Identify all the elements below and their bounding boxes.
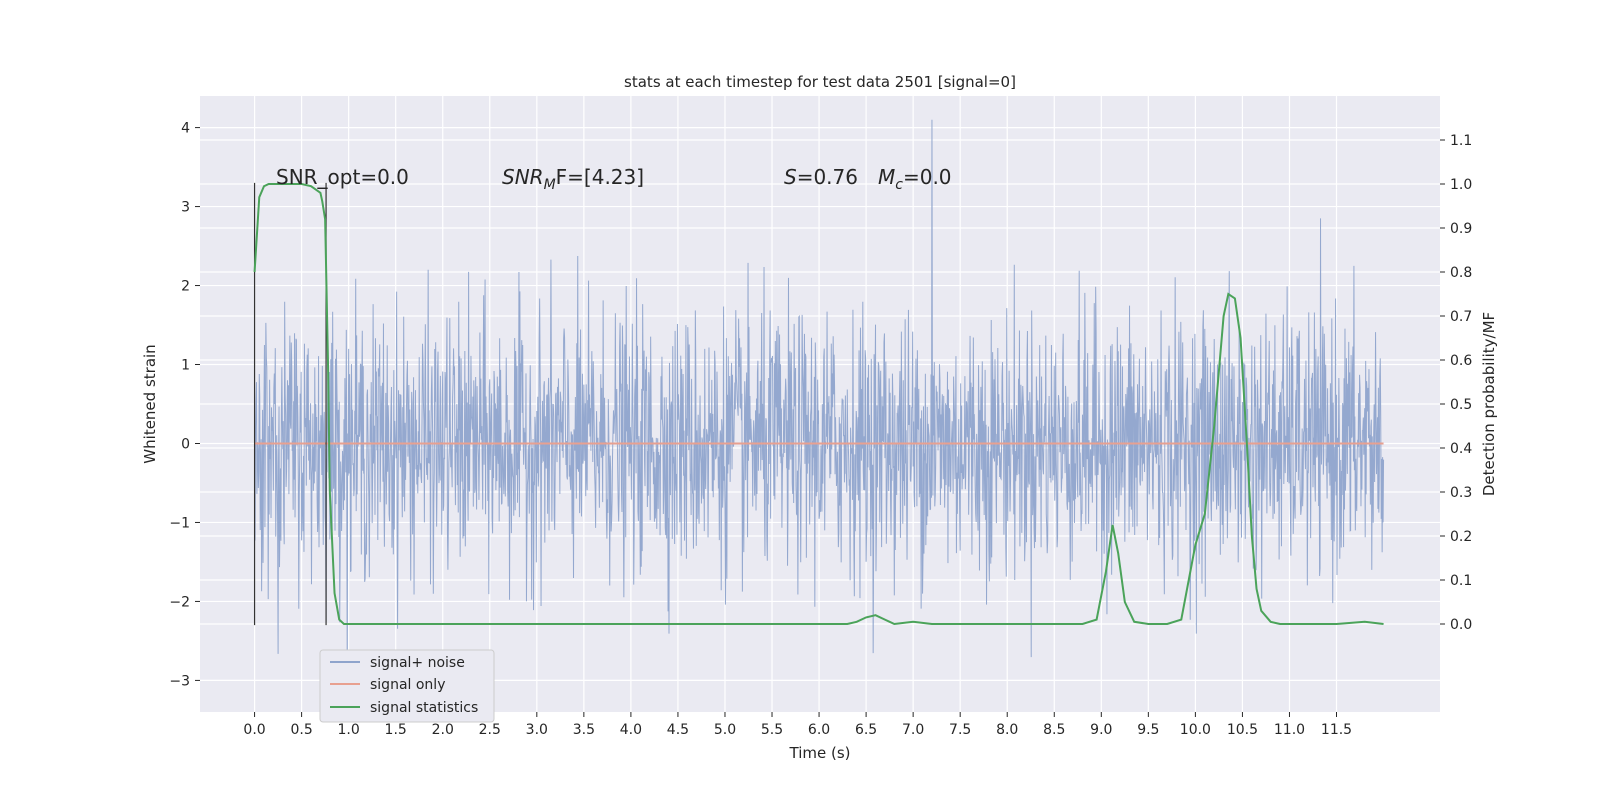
- x-tick-label-14: 7.0: [902, 722, 924, 738]
- annotation-mc-main: M: [878, 165, 895, 189]
- series-signal-statistics-line: [253, 183, 1384, 626]
- annotation-snr-mf-sub: M: [544, 177, 556, 193]
- y-axis-right: 0.0 0.1 0.2 0.3 0.4 0.5 0.6 0.7 0.8 0.9 1.0 1.1: [1440, 133, 1472, 633]
- y-right-tick-label-1: 0.1: [1450, 573, 1472, 589]
- y-right-tick-label-9: 0.9: [1450, 221, 1472, 237]
- y-tick-label-2: −1: [169, 515, 190, 531]
- x-tick-label-3: 1.5: [385, 722, 407, 738]
- x-tick-label-11: 5.5: [761, 722, 783, 738]
- y-right-tick-label-11: 1.1: [1450, 133, 1472, 149]
- y-tick-label-5: 2: [181, 279, 190, 295]
- x-tick-label-4: 2.0: [432, 722, 454, 738]
- y-right-tick-label-7: 0.7: [1450, 309, 1472, 325]
- x-tick-label-13: 6.5: [855, 722, 877, 738]
- x-axis: 0.0 0.5 1.0 1.5 2.0 2.5 3.0 3.5 4.0 4.5 5.0 5.5 6.0 6…: [243, 712, 1352, 738]
- y-axis-right-title: Detection probability/MF: [1480, 312, 1498, 496]
- y-axis-left: −3 −2 −1 0 1 2 3 4: [169, 121, 200, 689]
- x-tick-label-7: 3.5: [573, 722, 595, 738]
- annotation-s: S=0.76: [784, 165, 858, 189]
- legend-label-signal-noise: signal+ noise: [370, 655, 465, 671]
- legend-box: [319, 649, 495, 723]
- annotation-mc-sub: c: [895, 177, 903, 193]
- x-tick-label-6: 3.0: [526, 722, 548, 738]
- annotation-s-rest: =0.76: [797, 165, 858, 189]
- x-tick-label-22: 11.0: [1274, 722, 1305, 738]
- x-tick-label-20: 10.0: [1180, 722, 1211, 738]
- y-right-tick-label-6: 0.6: [1450, 353, 1472, 369]
- x-tick-label-0: 0.0: [243, 722, 265, 738]
- x-tick-label-12: 6.0: [808, 722, 830, 738]
- series-signal-noise: [254, 119, 1385, 682]
- x-tick-label-1: 0.5: [290, 722, 312, 738]
- legend: signal+ noise signal only signal statist…: [319, 649, 495, 723]
- x-tick-label-9: 4.5: [667, 722, 689, 738]
- legend-label-signal-only: signal only: [370, 677, 445, 693]
- y-tick-label-0: −3: [169, 673, 190, 689]
- y-right-tick-label-4: 0.4: [1450, 441, 1472, 457]
- x-tick-label-23: 11.5: [1321, 722, 1352, 738]
- x-tick-label-2: 1.0: [338, 722, 360, 738]
- annotation-s-main: S: [784, 165, 797, 189]
- x-tick-label-8: 4.0: [620, 722, 642, 738]
- annotation-snr-mf-rest: F=[4.23]: [556, 165, 644, 189]
- y-tick-label-3: 0: [181, 436, 190, 452]
- y-right-tick-label-5: 0.5: [1450, 397, 1472, 413]
- y-tick-label-1: −2: [169, 594, 190, 610]
- x-tick-label-5: 2.5: [479, 722, 501, 738]
- y-tick-label-7: 4: [181, 121, 190, 137]
- x-tick-label-18: 9.0: [1090, 722, 1112, 738]
- x-tick-label-19: 9.5: [1137, 722, 1159, 738]
- annotation-snr-opt: SNR_opt=0.0: [276, 165, 409, 189]
- legend-label-signal-statistics: signal statistics: [370, 700, 478, 716]
- annotation-mc: Mc=0.0: [878, 165, 952, 193]
- x-tick-label-10: 5.0: [714, 722, 736, 738]
- annotation-snr-mf: SNRMF=[4.23]: [502, 165, 644, 193]
- y-axis-title: Whitened strain: [141, 344, 159, 463]
- y-right-tick-label-8: 0.8: [1450, 265, 1472, 281]
- y-right-tick-label-3: 0.3: [1450, 485, 1472, 501]
- x-tick-label-15: 7.5: [949, 722, 971, 738]
- annotation-snr-mf-main: SNR: [502, 165, 544, 189]
- annotation-mc-rest: =0.0: [903, 165, 952, 189]
- series-signal-statistics: [253, 183, 1384, 626]
- series-signal-noise-line: [254, 119, 1385, 682]
- y-tick-label-4: 1: [181, 358, 190, 374]
- x-tick-label-17: 8.5: [1043, 722, 1065, 738]
- y-right-tick-label-0: 0.0: [1450, 617, 1472, 633]
- x-axis-title: Time (s): [789, 744, 851, 762]
- chart-title: stats at each timestep for test data 250…: [624, 73, 1016, 91]
- y-right-tick-label-2: 0.2: [1450, 529, 1472, 545]
- y-tick-label-6: 3: [181, 200, 190, 216]
- x-tick-label-21: 10.5: [1227, 722, 1258, 738]
- y-right-tick-label-10: 1.0: [1450, 177, 1472, 193]
- x-tick-label-16: 8.0: [996, 722, 1018, 738]
